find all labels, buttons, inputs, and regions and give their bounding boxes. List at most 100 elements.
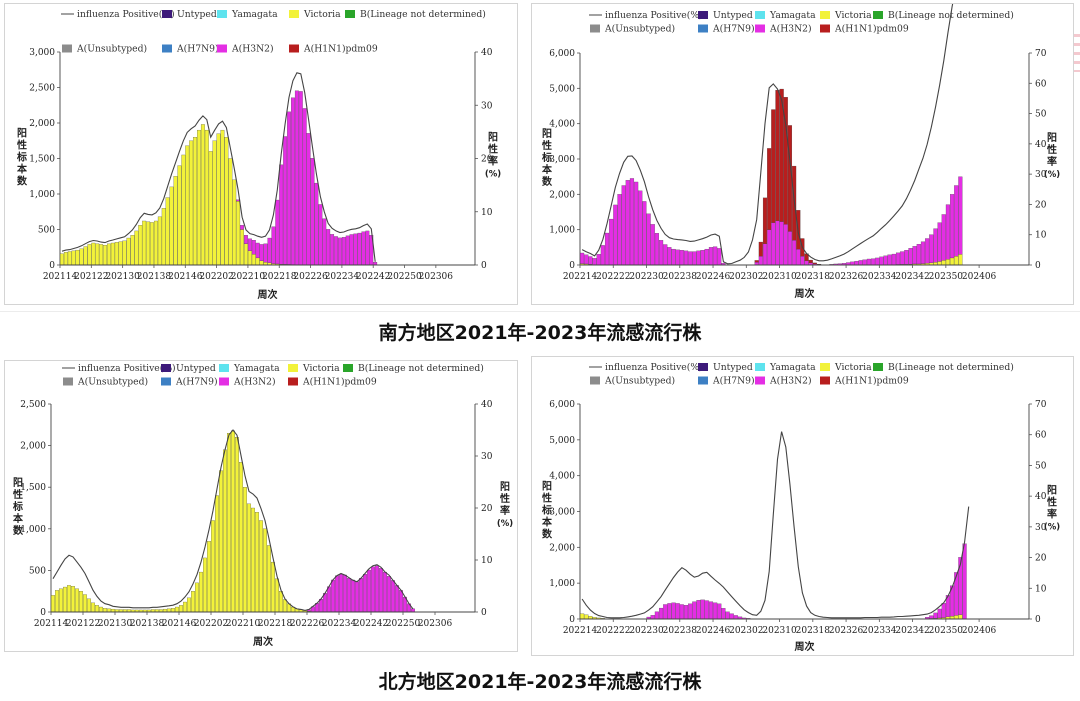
bar-h3n2: [634, 181, 639, 266]
legend-swatch-a_unsub: [63, 377, 73, 386]
y-tick-label: 4,000: [549, 120, 575, 130]
x-tick-label: 202202: [199, 272, 233, 282]
bar-victoria: [110, 242, 115, 266]
bar-h1n1: [767, 148, 772, 230]
bar-h3n2: [900, 251, 905, 265]
bar-h3n2: [675, 249, 680, 266]
bar-victoria: [216, 133, 221, 266]
bar-h3n2: [609, 218, 614, 266]
bar-victoria: [99, 244, 104, 266]
legend-label-line: influenza Positive(%): [77, 9, 175, 20]
legend-label-h7n9: A(H7N9): [712, 24, 755, 35]
bar-h1n1: [762, 197, 768, 244]
x-tick-label: 202234: [322, 619, 357, 629]
bar-h3n2: [767, 229, 772, 266]
bar-victoria: [130, 235, 135, 266]
bar-victoria: [171, 608, 175, 613]
y-axis-title-char: 本: [13, 512, 24, 525]
bar-victoria: [175, 606, 179, 613]
bar-h3n2: [294, 90, 299, 265]
bar-h3n2: [958, 176, 963, 255]
legend-swatch-victoria: [289, 10, 299, 18]
bar-h3n2: [349, 234, 354, 266]
bar-victoria: [283, 599, 287, 613]
bar-h3n2: [302, 108, 307, 265]
bar-h3n2: [267, 237, 272, 263]
bar-h3n2: [365, 230, 370, 266]
bar-h3n2: [298, 91, 303, 265]
chart-panel-north-2022: influenza Positive(%) Untyped Yamagata Vict…: [531, 356, 1074, 656]
bar-victoria: [945, 259, 950, 266]
legend-swatch-b_nd: [345, 10, 355, 18]
decorative-edge-strip: [1074, 28, 1080, 72]
bar-h3n2: [275, 199, 280, 265]
bar-victoria: [177, 165, 182, 266]
x-tick-label: 202146: [168, 272, 203, 282]
legend-label-line: influenza Positive(%): [605, 362, 703, 373]
bar-h3n2: [379, 568, 383, 612]
bar-h3n2: [604, 232, 610, 265]
bar-h3n2: [725, 611, 730, 620]
bar-h3n2: [858, 260, 863, 266]
x-tick-label: 202342: [895, 626, 929, 636]
legend-label-a_unsub: A(Unsubtyped): [77, 377, 148, 388]
bar-h3n2: [334, 236, 338, 265]
x-tick-label: 202146: [162, 619, 197, 629]
legend-swatch-untyped: [698, 11, 708, 19]
bar-h3n2: [679, 604, 684, 619]
x-axis-title: 周次: [253, 635, 273, 648]
x-tick-label: 202350: [929, 272, 964, 282]
bar-h3n2: [692, 601, 697, 619]
bar-victoria: [169, 186, 174, 266]
bar-h3n2: [371, 566, 375, 612]
bar-victoria: [240, 229, 244, 266]
bar-h3n2: [283, 136, 288, 265]
bar-h3n2: [929, 234, 934, 264]
bar-victoria: [215, 495, 219, 613]
x-tick-label: 202114: [34, 619, 69, 629]
bar-h3n2: [796, 248, 801, 266]
bar-victoria: [937, 261, 942, 266]
y2-axis-title-char: 性: [1046, 143, 1057, 156]
bar-h1n1: [779, 88, 784, 222]
y2-tick-label: 0: [1035, 615, 1041, 625]
legend-label-h3n2: A(H3N2): [233, 377, 276, 388]
bar-h3n2: [663, 244, 668, 266]
bar-h3n2: [240, 225, 244, 230]
bar-h3n2: [259, 244, 264, 261]
bar-h3n2: [954, 185, 959, 257]
bar-h3n2: [675, 603, 680, 619]
x-tick-label: 202238: [663, 626, 698, 636]
bar-h3n2: [708, 247, 714, 266]
legend-label-untyped: Untyped: [177, 9, 217, 20]
bar-h3n2: [950, 585, 955, 617]
x-tick-label: 202250: [386, 619, 421, 629]
bar-h3n2: [679, 250, 684, 266]
x-tick-label: 202326: [829, 626, 864, 636]
bar-h3n2: [244, 235, 248, 244]
bar-victoria: [247, 503, 251, 613]
bar-victoria: [267, 545, 271, 613]
bar-h3n2: [945, 204, 950, 260]
y2-axis-title-char: 率: [1047, 508, 1057, 521]
bar-h3n2: [306, 133, 311, 265]
chart-panel-south-2022: influenza Positive(%) Untyped Yamagata Vict…: [531, 3, 1074, 305]
bar-h3n2: [875, 257, 880, 266]
bar-h3n2: [650, 224, 655, 266]
y-tick-label: 5,000: [549, 436, 575, 446]
legend-swatch-victoria: [820, 363, 830, 371]
bar-victoria: [958, 254, 963, 266]
bar-h3n2: [891, 253, 896, 265]
bar-h3n2: [667, 247, 672, 266]
y-tick-label: 2,000: [549, 190, 575, 200]
bar-victoria: [107, 243, 111, 266]
y2-tick-label: 30: [1035, 523, 1047, 533]
x-tick-label: 202214: [563, 272, 598, 282]
y-tick-label: 1,000: [549, 579, 575, 589]
bar-h3n2: [592, 258, 597, 265]
legend-swatch-untyped: [161, 364, 171, 372]
bar-h3n2: [887, 254, 892, 265]
bar-victoria: [211, 520, 215, 613]
bar-victoria: [207, 541, 211, 613]
bar-victoria: [142, 220, 147, 266]
